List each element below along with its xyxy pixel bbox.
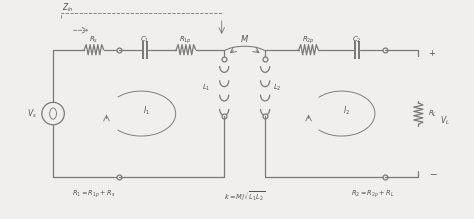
Text: $I_2$: $I_2$ <box>343 105 350 117</box>
Text: $C_2$: $C_2$ <box>352 35 362 45</box>
Text: $R_L$: $R_L$ <box>428 108 437 119</box>
Text: +: + <box>428 49 436 58</box>
Text: $R_{1p}$: $R_{1p}$ <box>180 34 192 46</box>
Text: $I_1$: $I_1$ <box>143 105 150 117</box>
Text: $C_1$: $C_1$ <box>140 35 150 45</box>
Text: $M$: $M$ <box>240 33 249 44</box>
Text: $R_2 = R_{2p} + R_L$: $R_2 = R_{2p} + R_L$ <box>351 189 394 200</box>
Text: $L_2$: $L_2$ <box>273 82 281 93</box>
Text: $-$: $-$ <box>428 168 437 177</box>
Text: $R_1 = R_{1p} + R_s$: $R_1 = R_{1p} + R_s$ <box>72 189 116 200</box>
Text: $V_s$: $V_s$ <box>27 107 36 120</box>
Text: $Z_{in}$: $Z_{in}$ <box>62 2 74 14</box>
Text: $L_1$: $L_1$ <box>202 82 211 93</box>
Text: $R_{2p}$: $R_{2p}$ <box>302 34 315 46</box>
Text: $V_L$: $V_L$ <box>440 115 450 127</box>
Text: $R_s$: $R_s$ <box>89 35 99 45</box>
Text: $k = M/\sqrt{L_1 L_2}$: $k = M/\sqrt{L_1 L_2}$ <box>224 189 265 203</box>
